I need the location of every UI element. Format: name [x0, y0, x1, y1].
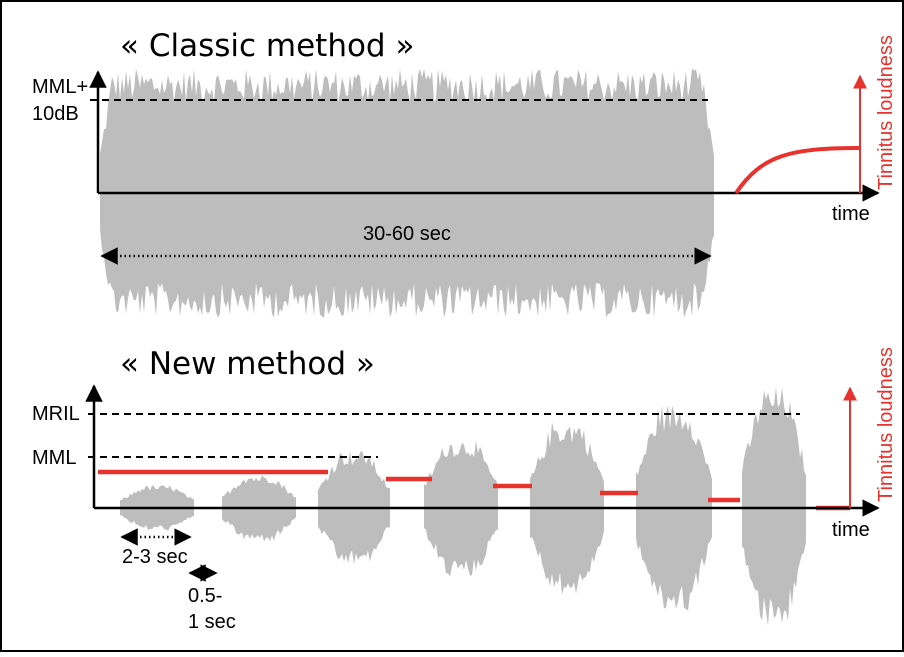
classic-title: « Classic method » [120, 28, 414, 64]
mril-label: MRIL [32, 403, 80, 425]
classic-level-label-line1: MML+ [32, 76, 88, 98]
classic-time-label: time [832, 203, 870, 225]
gap-label-line1: 0.5- [188, 585, 222, 607]
classic-duration-label: 30-60 sec [363, 223, 451, 245]
classic-loudness-label: Tinnitus loudness [875, 35, 897, 190]
noise-burst-7 [742, 387, 806, 626]
noise-bursts [120, 387, 806, 626]
classic-panel: « Classic method » MML+ 10dB 30-60 sec T… [32, 28, 897, 318]
mml-label: MML [32, 447, 76, 469]
new-method-panel: « New method » MRIL MML Tinnitus loudnes… [32, 346, 897, 633]
new-time-label: time [832, 519, 870, 541]
new-method-title: « New method » [120, 346, 375, 382]
gap-label-line2: 1 sec [188, 611, 236, 633]
classic-loudness-curve [734, 146, 861, 195]
classic-level-label-line2: 10dB [32, 103, 79, 125]
burst-duration-label: 2-3 sec [122, 546, 188, 568]
new-loudness-label: Tinnitus loudness [875, 347, 897, 502]
